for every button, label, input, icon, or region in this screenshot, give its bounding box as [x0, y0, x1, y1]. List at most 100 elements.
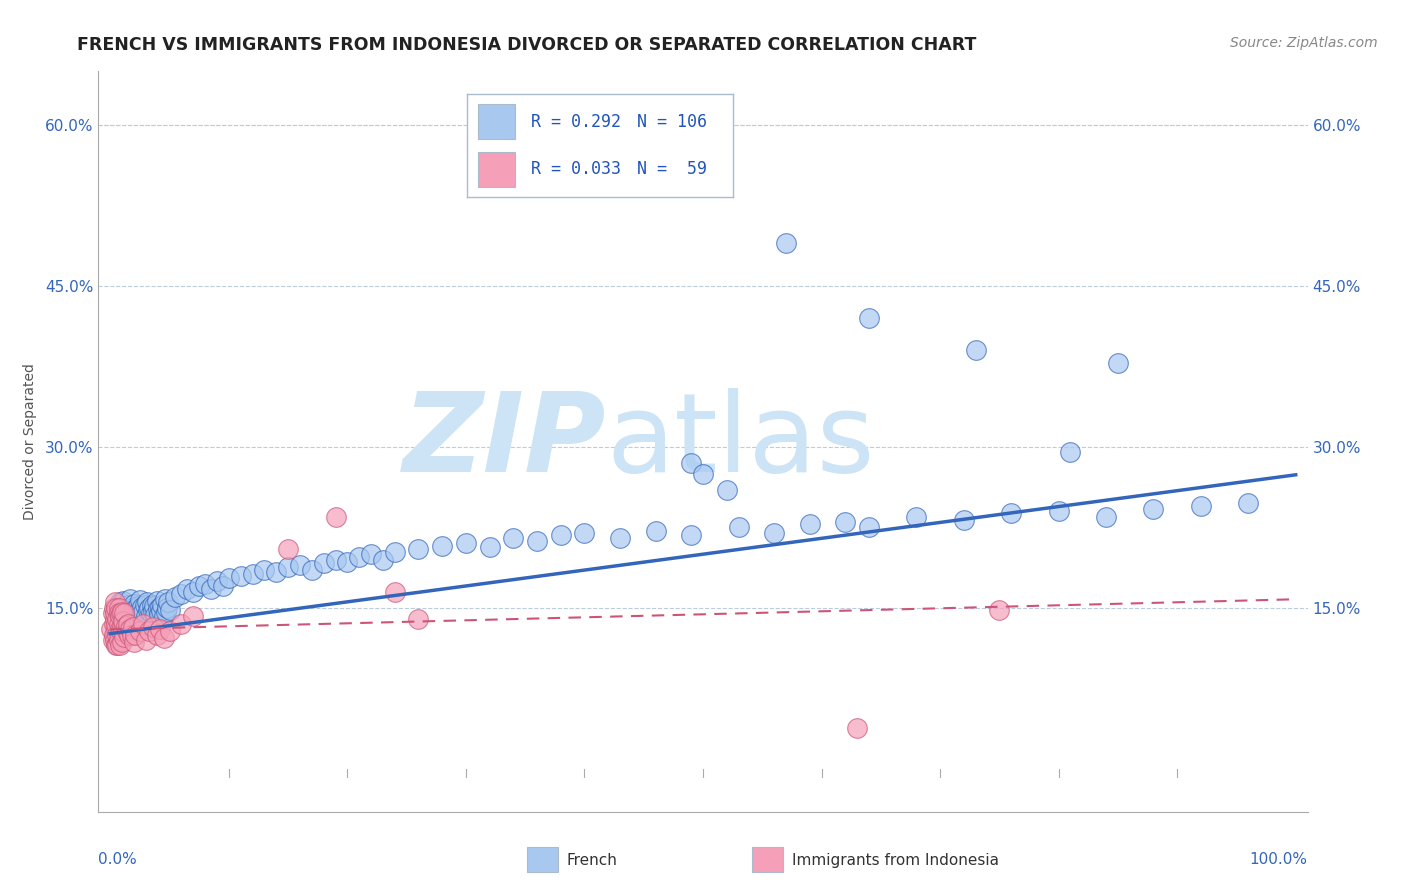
- Point: [103, 600, 125, 615]
- Point: [288, 558, 311, 572]
- Point: [124, 602, 146, 616]
- Point: [136, 603, 159, 617]
- Point: [194, 577, 217, 591]
- Point: [105, 611, 128, 625]
- Point: [118, 628, 141, 642]
- Point: [121, 605, 143, 619]
- Point: [105, 623, 128, 637]
- Point: [138, 624, 160, 639]
- Point: [111, 608, 134, 623]
- Point: [107, 611, 129, 625]
- Point: [125, 608, 148, 623]
- Point: [114, 619, 136, 633]
- Point: [229, 568, 252, 582]
- Text: Immigrants from Indonesia: Immigrants from Indonesia: [792, 854, 998, 868]
- Point: [135, 633, 157, 648]
- Point: [108, 639, 131, 653]
- Point: [905, 509, 928, 524]
- Point: [212, 579, 235, 593]
- Point: [325, 509, 347, 524]
- Point: [114, 602, 136, 616]
- Point: [692, 467, 714, 481]
- Point: [384, 545, 406, 559]
- Point: [157, 595, 180, 609]
- Point: [644, 524, 666, 538]
- Point: [371, 552, 394, 566]
- Point: [727, 520, 749, 534]
- Point: [763, 525, 786, 540]
- Point: [644, 177, 666, 191]
- Point: [218, 571, 240, 585]
- Point: [117, 604, 139, 618]
- Point: [127, 599, 149, 613]
- Point: [107, 633, 129, 648]
- Point: [834, 515, 856, 529]
- Point: [681, 528, 703, 542]
- Point: [846, 721, 869, 735]
- Point: [114, 630, 136, 644]
- Point: [134, 598, 156, 612]
- Text: Source: ZipAtlas.com: Source: ZipAtlas.com: [1230, 36, 1378, 50]
- Point: [121, 628, 143, 642]
- Point: [159, 624, 181, 639]
- Point: [858, 520, 880, 534]
- Point: [120, 623, 142, 637]
- Point: [205, 574, 228, 588]
- Point: [132, 616, 155, 631]
- Point: [136, 595, 159, 609]
- Point: [277, 541, 299, 556]
- Point: [115, 624, 138, 639]
- Point: [799, 517, 821, 532]
- Point: [1059, 445, 1081, 459]
- Point: [965, 343, 987, 358]
- Point: [107, 600, 129, 615]
- Point: [110, 603, 132, 617]
- Point: [111, 605, 134, 619]
- Point: [114, 606, 136, 620]
- Point: [104, 606, 127, 620]
- Point: [104, 633, 127, 648]
- Point: [143, 599, 166, 613]
- Point: [108, 595, 131, 609]
- Point: [264, 566, 287, 580]
- Point: [108, 609, 131, 624]
- Point: [117, 616, 139, 631]
- Point: [149, 599, 172, 614]
- Point: [108, 623, 131, 637]
- Point: [336, 555, 359, 569]
- Point: [242, 566, 264, 581]
- Point: [101, 633, 124, 648]
- Point: [101, 606, 124, 620]
- Point: [100, 623, 122, 637]
- Point: [105, 616, 128, 631]
- Point: [478, 540, 501, 554]
- Point: [128, 603, 150, 617]
- Point: [121, 600, 143, 615]
- Point: [132, 605, 155, 619]
- Point: [105, 639, 128, 653]
- Point: [111, 620, 134, 634]
- Point: [432, 539, 454, 553]
- Point: [1000, 507, 1022, 521]
- Text: ZIP: ZIP: [402, 388, 606, 495]
- Point: [312, 556, 335, 570]
- Point: [105, 639, 128, 653]
- Point: [952, 513, 974, 527]
- Point: [120, 592, 142, 607]
- Point: [574, 525, 596, 540]
- Point: [135, 609, 157, 624]
- Text: FRENCH VS IMMIGRANTS FROM INDONESIA DIVORCED OR SEPARATED CORRELATION CHART: FRENCH VS IMMIGRANTS FROM INDONESIA DIVO…: [77, 36, 977, 54]
- Point: [103, 616, 125, 631]
- Point: [153, 592, 176, 607]
- Point: [384, 584, 406, 599]
- Point: [117, 598, 139, 612]
- Point: [105, 606, 128, 620]
- Text: French: French: [567, 854, 617, 868]
- Point: [129, 593, 152, 607]
- Point: [1189, 499, 1212, 513]
- Point: [124, 628, 146, 642]
- Point: [155, 605, 177, 619]
- Text: 0.0%: 0.0%: [98, 853, 138, 867]
- Point: [122, 597, 145, 611]
- Point: [277, 560, 299, 574]
